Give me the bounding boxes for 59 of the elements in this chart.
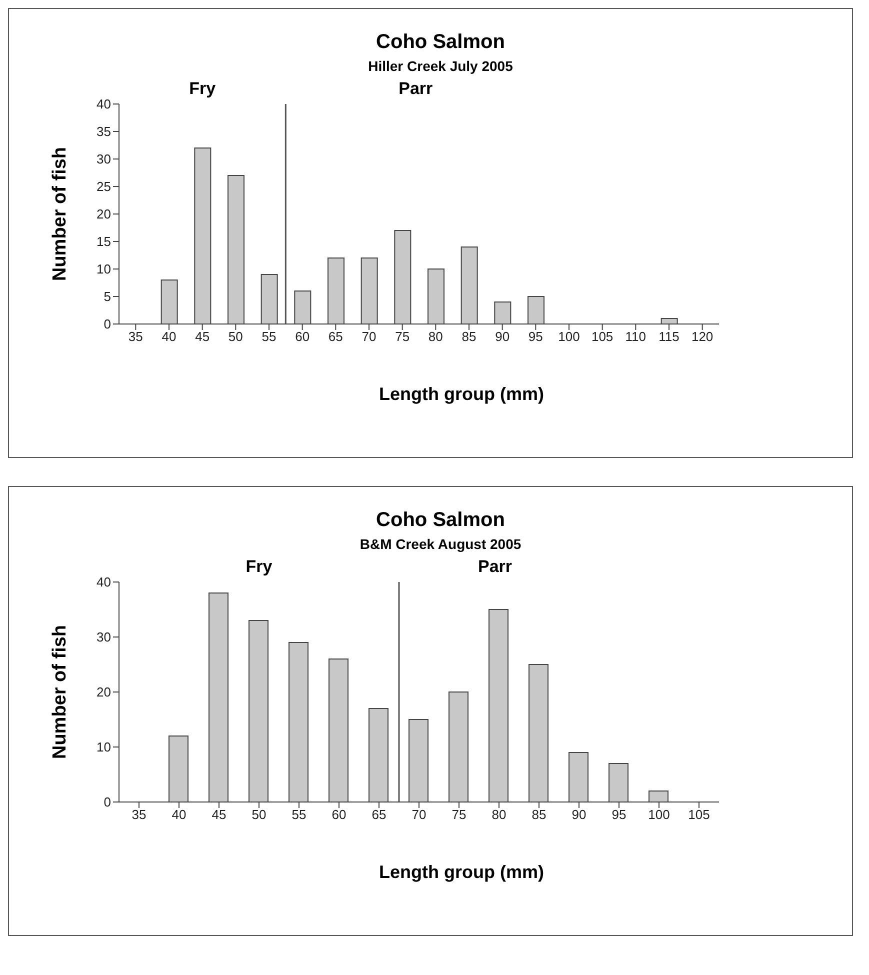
x-tick-label: 60 [295, 329, 310, 344]
x-tick-label: 95 [528, 329, 543, 344]
x-tick-label: 90 [495, 329, 510, 344]
x-tick-label: 105 [688, 807, 710, 822]
x-tick-label: 115 [658, 329, 680, 344]
x-tick-label: 50 [228, 329, 243, 344]
x-tick-label: 60 [332, 807, 346, 822]
text: Parr [478, 557, 512, 576]
x-tick-label: 40 [172, 807, 186, 822]
x-tick-label: 65 [328, 329, 343, 344]
x-tick-label: 85 [532, 807, 546, 822]
x-tick-label: 110 [625, 329, 646, 344]
y-axis-title: Number of fish [50, 146, 71, 282]
x-tick-label: 100 [558, 329, 580, 344]
chart-title: Coho Salmon [375, 509, 506, 532]
x-tick-label: 80 [428, 329, 443, 344]
x-tick-label: 90 [572, 807, 586, 822]
x-tick-label: 50 [252, 807, 266, 822]
x-tick-label: 95 [612, 807, 626, 822]
x-tick-label: 45 [212, 807, 226, 822]
x-tick-label: 105 [591, 329, 614, 344]
text: Parr [398, 79, 434, 98]
x-tick-label: 45 [195, 329, 210, 344]
y-axis-title: Number of fish [50, 624, 71, 760]
x-axis-title: Length group (mm) [378, 862, 545, 883]
y-tick-label: 35 [96, 124, 111, 140]
x-tick-label: 100 [648, 807, 670, 822]
y-tick-label: 15 [96, 234, 111, 250]
x-tick-label: 75 [395, 329, 410, 344]
y-tick-label: 40 [96, 574, 111, 590]
y-tick-label: 40 [96, 96, 111, 112]
x-tick-label: 35 [128, 329, 143, 344]
x-tick-label: 55 [292, 807, 306, 822]
text: Fry [189, 79, 216, 98]
text: Fry [246, 557, 273, 576]
y-tick-label: 0 [104, 794, 111, 810]
x-tick-label: 75 [452, 807, 466, 822]
y-tick-label: 5 [104, 289, 111, 304]
y-tick-label: 10 [96, 740, 111, 755]
y-tick-label: 20 [96, 206, 111, 222]
chart-subtitle: B&M Creek August 2005 [358, 536, 522, 552]
x-tick-label: 35 [132, 807, 146, 822]
x-tick-label: 40 [162, 329, 176, 344]
y-tick-label: 20 [96, 684, 111, 700]
x-tick-label: 80 [492, 807, 506, 822]
chart-subtitle: Hiller Creek July 2005 [367, 58, 514, 74]
x-tick-label: 55 [262, 329, 276, 344]
x-tick-label: 70 [362, 329, 376, 344]
y-tick-label: 30 [96, 630, 111, 645]
y-tick-label: 25 [96, 179, 111, 194]
x-tick-label: 85 [462, 329, 476, 344]
y-tick-label: 0 [104, 316, 111, 332]
y-tick-label: 30 [96, 152, 111, 167]
y-tick-label: 10 [96, 262, 111, 277]
x-axis-title: Length group (mm) [378, 384, 545, 405]
chart-title: Coho Salmon [375, 31, 506, 54]
x-tick-label: 120 [691, 329, 714, 344]
x-tick-label: 70 [412, 807, 426, 822]
x-tick-label: 65 [372, 807, 386, 822]
